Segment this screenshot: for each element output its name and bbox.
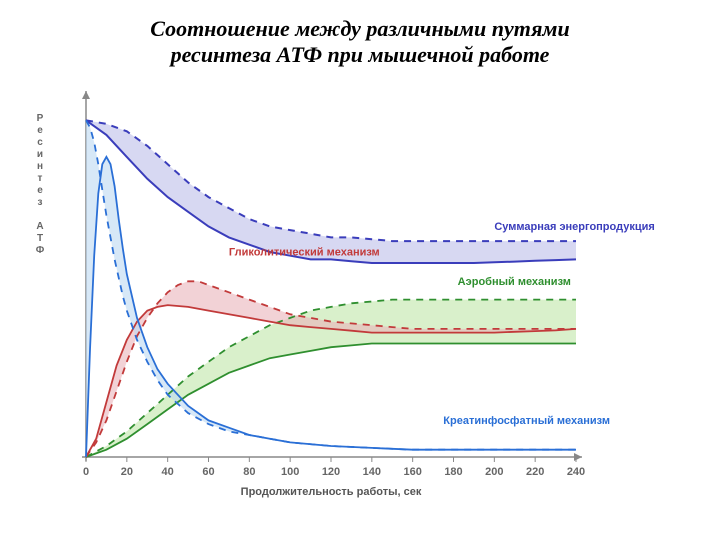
y-axis-label-letter: н [37,161,43,172]
y-axis-label-letter: е [37,125,43,136]
x-tick-label: 120 [322,466,340,478]
x-tick-label: 80 [243,466,255,478]
x-tick-label: 20 [121,466,133,478]
x-tick-label: 0 [83,466,89,478]
x-tick-label: 100 [281,466,299,478]
y-axis-label-letter: е [37,185,43,196]
x-tick-label: 140 [363,466,381,478]
y-axis-label-letter: и [37,149,43,160]
x-tick-label: 40 [162,466,174,478]
y-axis-label-letter: Ф [36,245,45,256]
x-tick-label: 60 [202,466,214,478]
x-axis-label: Продолжительность работы, сек [241,486,422,498]
y-axis-label-letter: с [37,137,43,148]
y-axis-label-letter: Р [37,113,44,124]
x-tick-label: 200 [485,466,503,478]
aerobic-label: Аэробный механизм [458,276,571,288]
x-tick-label: 240 [567,466,585,478]
page-title: Соотношение между различными путями реси… [24,16,696,69]
total-label: Суммарная энергопродукция [494,221,654,233]
x-tick-label: 160 [403,466,421,478]
x-tick-label: 180 [444,466,462,478]
chart-svg: 0 20 40 60 80 100 120 140 160 180 200 220 240 Продолж… [24,81,696,511]
slide: Соотношение между различными путями реси… [0,0,720,540]
creatine-label: Креатинфосфатный механизм [443,415,610,427]
x-tick-label: 220 [526,466,544,478]
y-axis-label-letter: Т [37,233,43,244]
glycolytic-label: Гликолитический механизм [229,246,380,258]
atp-chart: 0 20 40 60 80 100 120 140 160 180 200 220 240 Продолж… [24,81,696,511]
y-axis-label-letter: А [36,221,43,232]
title-line-1: Соотношение между различными путями [150,16,570,41]
y-axis-label-letter: з [38,197,43,208]
y-axis-label-letter: т [38,173,43,184]
aerobic-solid-line [86,343,576,457]
total-area [86,120,576,263]
title-line-2: ресинтеза АТФ при мышечной работе [171,42,550,67]
